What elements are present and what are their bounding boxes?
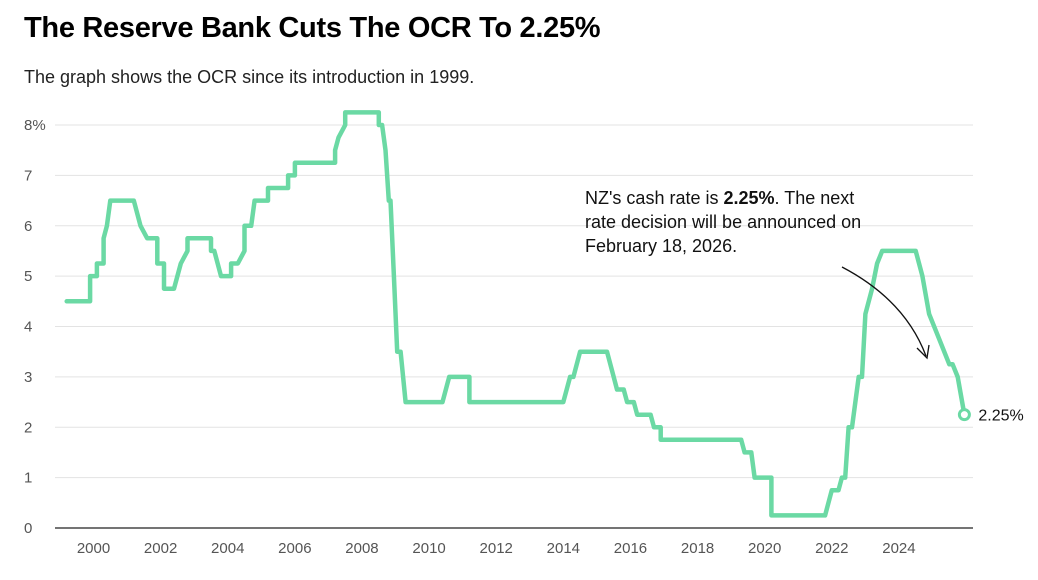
annotation-text-after: . The next rate decision will be announc… (585, 188, 862, 256)
y-tick-label-1: 1 (24, 470, 32, 487)
y-tick-label-2: 2 (24, 419, 32, 436)
annotation-highlight: 2.25% (723, 188, 775, 208)
annotation-arrowhead (916, 344, 930, 360)
x-tick-label-2012: 2012 (480, 540, 513, 557)
x-tick-label-2024: 2024 (882, 540, 915, 557)
chart-subtitle: The graph shows the OCR since its introd… (24, 67, 475, 87)
y-tick-label-8: 8% (24, 117, 46, 134)
y-tick-label-3: 3 (24, 369, 32, 386)
x-tick-label-2014: 2014 (547, 540, 580, 557)
x-tick-label-2004: 2004 (211, 540, 244, 557)
annotation-arrow (841, 266, 927, 357)
x-tick-label-2020: 2020 (748, 540, 781, 557)
end-point-marker (957, 408, 971, 422)
x-tick-label-2006: 2006 (278, 540, 311, 557)
y-tick-label-7: 7 (24, 167, 32, 184)
x-tick-label-2018: 2018 (681, 540, 714, 557)
annotation-text-before: NZ's cash rate is (585, 188, 724, 208)
x-tick-label-2008: 2008 (345, 540, 378, 557)
annotation-text: NZ's cash rate is 2.25%. The next rate d… (585, 186, 865, 258)
x-tick-label-2016: 2016 (614, 540, 647, 557)
y-tick-label-4: 4 (24, 319, 32, 336)
x-tick-label-2000: 2000 (77, 540, 110, 557)
series-line-ocr (64, 110, 967, 518)
y-tick-label-5: 5 (24, 268, 32, 285)
x-tick-label-2010: 2010 (412, 540, 445, 557)
end-point-label: 2.25% (978, 408, 1023, 425)
y-tick-label-0: 0 (24, 520, 32, 537)
chart-title: The Reserve Bank Cuts The OCR To 2.25% (24, 12, 601, 44)
y-tick-label-6: 6 (24, 218, 32, 235)
x-tick-label-2022: 2022 (815, 540, 848, 557)
x-tick-label-2002: 2002 (144, 540, 177, 557)
